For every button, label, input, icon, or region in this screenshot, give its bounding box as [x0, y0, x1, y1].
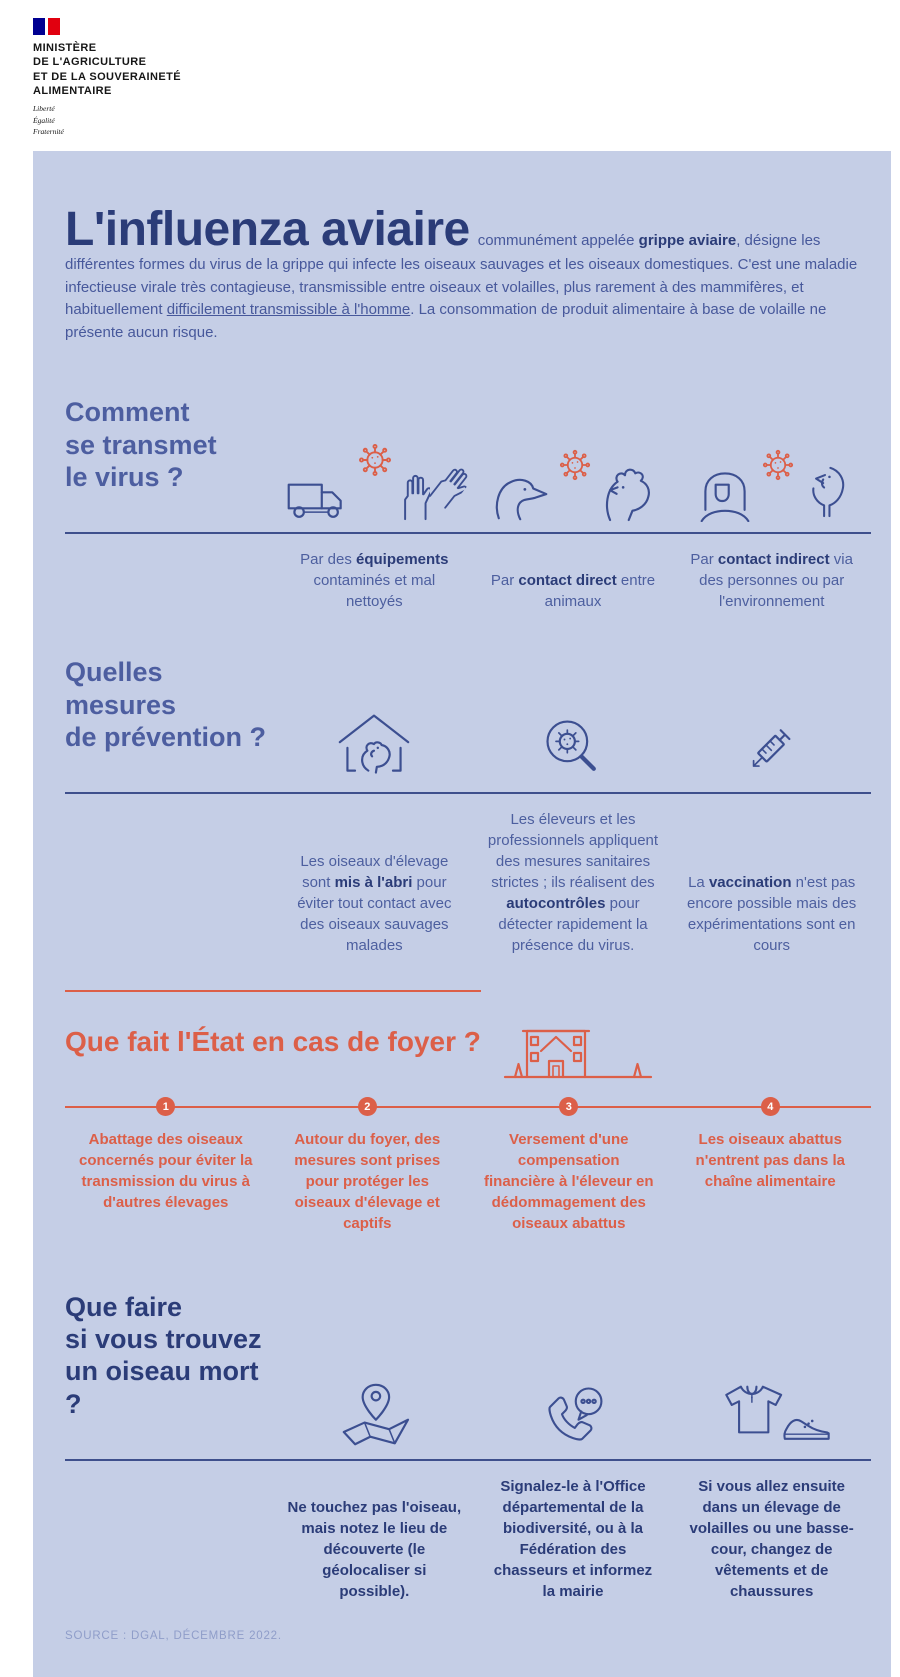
- caption-autocontroles: Les éleveurs et les professionnels appli…: [487, 811, 659, 955]
- french-flag-icon: [33, 18, 63, 35]
- glove-icon: [398, 470, 430, 522]
- page-title: L'influenza aviaire: [65, 203, 470, 257]
- step-number-badge: 4: [760, 1097, 780, 1117]
- divider: [65, 792, 871, 795]
- magnifier-virus-icon: [539, 714, 607, 782]
- caption-mis-a-l-abri: Les oiseaux d'élevage sont mis à l'abri …: [297, 853, 452, 955]
- step-number-badge: 2: [357, 1097, 377, 1117]
- section-state-actions: Que fait l'État en cas de foyer ? 1 2 3 …: [65, 990, 871, 1234]
- clothes-shoes-icon: [708, 1381, 836, 1449]
- step-2-text: Autour du foyer, des mesures sont prises…: [294, 1131, 441, 1233]
- equipment-icons: [275, 430, 474, 522]
- virus-icon: [558, 448, 592, 482]
- step-number-badge: 3: [559, 1097, 579, 1117]
- section-transmission: Comment se transmet le virus ?: [65, 374, 871, 612]
- hen-in-house-icon: [334, 708, 414, 782]
- divider: [65, 532, 871, 535]
- source-note: SOURCE : DGAL, DÉCEMBRE 2022.: [65, 1629, 282, 1642]
- state-heading: Que fait l'État en cas de foyer ?: [65, 1026, 481, 1058]
- caption-changez-vetements: Si vous allez ensuite dans un élevage de…: [689, 1477, 854, 1600]
- step-4-text: Les oiseaux abattus n'entrent pas dans l…: [695, 1131, 845, 1191]
- section-prevention: Quelles mesures de prévention ? Les oise…: [65, 634, 871, 956]
- indirect-contact-icons: [672, 430, 871, 522]
- ministry-name: MINISTÈRE DE L'AGRICULTURE ET DE LA SOUV…: [33, 42, 181, 97]
- prevention-heading: Quelles mesures de prévention ?: [65, 657, 267, 753]
- duck-icon: [493, 468, 553, 522]
- step-3-text: Versement d'une compensation financière …: [484, 1131, 654, 1233]
- syringe-icon: [737, 712, 807, 782]
- section-dead-bird: Que faire si vous trouvez un oiseau mort…: [65, 1268, 871, 1601]
- virus-icon: [761, 448, 795, 482]
- caption-vaccination: La vaccination n'est pas encore possible…: [687, 874, 857, 955]
- republic-motto: Liberté Égalité Fraternité: [33, 104, 64, 137]
- caption-contact-indirect: Par contact indirect via des personnes o…: [690, 551, 853, 611]
- virus-icon: [357, 442, 393, 478]
- underlined-phrase: difficilement transmissible à l'homme: [166, 301, 411, 319]
- glove-icon: [423, 456, 476, 512]
- person-icon: [694, 466, 756, 522]
- town-hall-icon: [503, 1017, 653, 1081]
- intro-paragraph: L'influenza aviaire communément appelée g…: [65, 203, 858, 341]
- phone-message-icon: [535, 1383, 611, 1449]
- step-number-badge: 1: [156, 1097, 176, 1117]
- rooster-icon: [597, 462, 653, 522]
- infographic-card: L'influenza aviaire communément appelée g…: [33, 151, 891, 1677]
- map-pin-icon: [336, 1381, 412, 1449]
- dead-bird-heading: Que faire si vous trouvez un oiseau mort…: [65, 1291, 262, 1419]
- caption-contact-direct: Par contact direct entre animaux: [490, 572, 656, 611]
- transmission-heading: Comment se transmet le virus ?: [65, 397, 217, 493]
- truck-icon: [284, 472, 352, 522]
- direct-contact-icons: [474, 430, 673, 522]
- steps-timeline: 1 2 3 4: [65, 1097, 871, 1117]
- government-logo: MINISTÈRE DE L'AGRICULTURE ET DE LA SOUV…: [33, 18, 900, 138]
- caption-signalez-le: Signalez-le à l'Office départemental de …: [493, 1477, 653, 1600]
- caption-equipements: Par des équipements contaminés et mal ne…: [300, 551, 449, 611]
- caption-ne-touchez-pas: Ne touchez pas l'oiseau, mais notez le l…: [287, 1498, 462, 1600]
- step-1-text: Abattage des oiseaux concernés pour évit…: [79, 1131, 253, 1212]
- turkey-icon: [800, 462, 850, 522]
